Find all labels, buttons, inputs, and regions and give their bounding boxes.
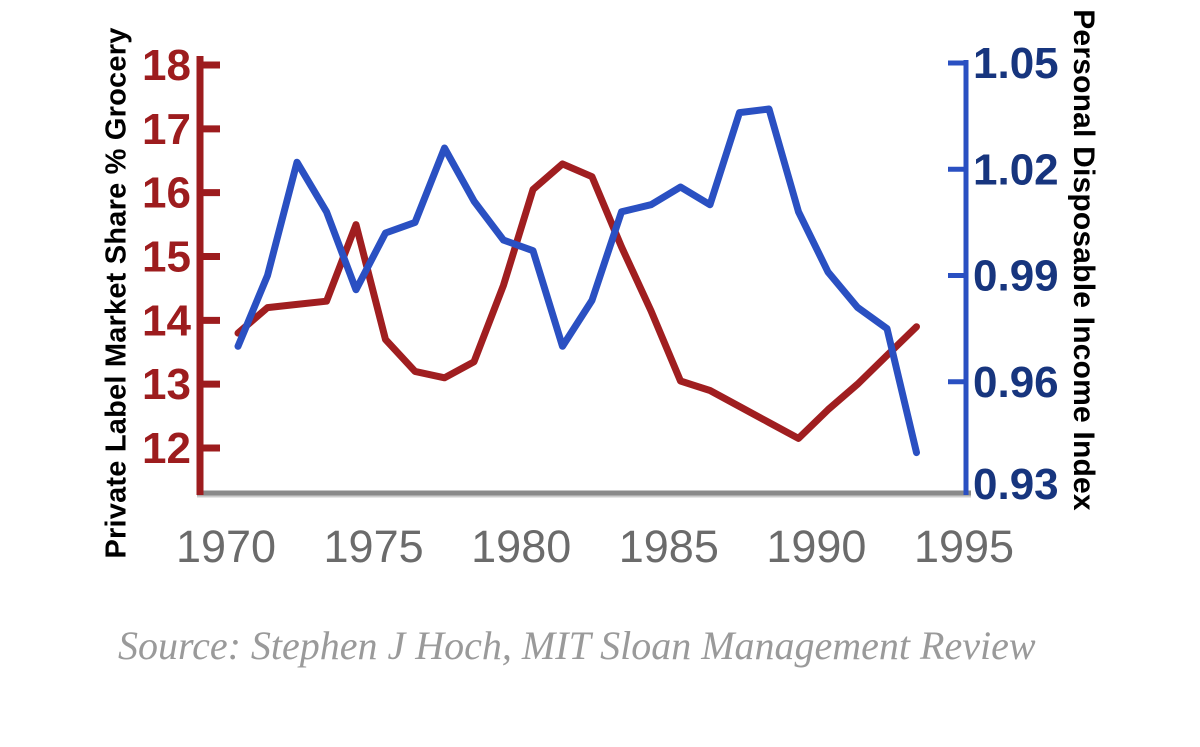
left-axis-tick-label: 18: [142, 41, 191, 90]
right-axis-title: Personal Disposable Income Index: [1067, 9, 1100, 511]
right-axis-tick-label: 0.99: [973, 252, 1059, 301]
x-axis-tick-label: 1980: [471, 521, 571, 572]
x-axis-tick-label: 1995: [914, 521, 1014, 572]
x-axis-tick-label: 1975: [324, 521, 424, 572]
right-axis-tick-label: 1.05: [973, 39, 1059, 88]
left-axis-tick-label: 13: [142, 360, 191, 409]
left-axis-tick-label: 12: [142, 424, 191, 473]
left-axis-tick-label: 14: [142, 296, 191, 345]
source-note: Source: Stephen J Hoch, MIT Sloan Manage…: [118, 623, 1036, 668]
x-axis-tick-label: 1985: [619, 521, 719, 572]
left-axis-tick-label: 15: [142, 232, 191, 281]
right-axis-tick-label: 1.02: [973, 145, 1059, 194]
left-axis-title: Private Label Market Share % Grocery: [100, 27, 133, 559]
left-axis-tick-label: 16: [142, 169, 191, 218]
right-axis-tick-label: 0.93: [973, 460, 1059, 509]
right-axis-tick-label: 0.96: [973, 358, 1059, 407]
x-axis-tick-label: 1970: [176, 521, 276, 572]
x-axis-tick-label: 1990: [766, 521, 866, 572]
private-label-share-line: [234, 160, 920, 442]
left-axis-tick-label: 17: [142, 105, 191, 154]
disposable-income-line: [234, 105, 920, 457]
